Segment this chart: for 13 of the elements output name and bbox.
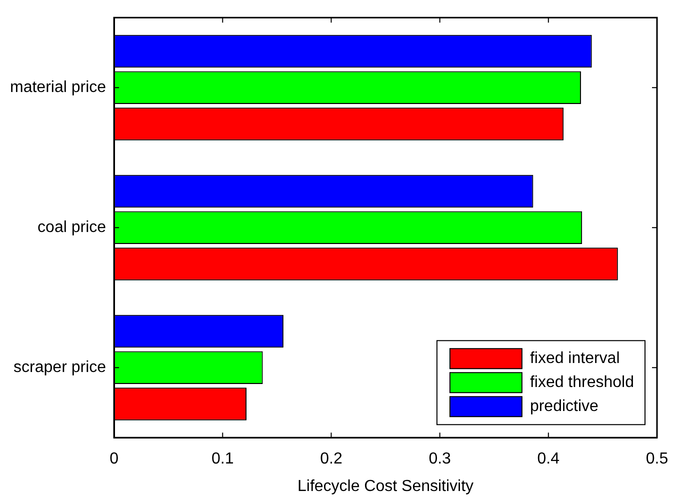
y-tick-label: scraper price (14, 359, 106, 376)
legend-label: predictive (530, 398, 599, 416)
y-tick-label: coal price (38, 219, 106, 236)
x-tick-label: 0.4 (537, 450, 560, 468)
x-tick-label: 0.5 (646, 450, 668, 468)
legend-label: fixed threshold (530, 374, 634, 392)
legend-label: fixed interval (530, 350, 620, 368)
x-tick-label: 0.2 (320, 450, 342, 468)
x-tick-label: 0.1 (212, 450, 234, 468)
x-tick-label: 0 (110, 450, 119, 468)
x-tick-label: 0.3 (428, 450, 452, 468)
x-axis-title: Lifecycle Cost Sensitivity (297, 478, 474, 495)
y-tick-label: material price (10, 79, 106, 96)
